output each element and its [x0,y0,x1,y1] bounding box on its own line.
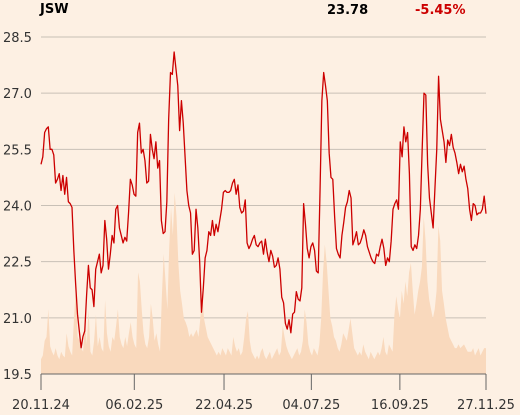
y-tick-label: 24.0 [3,200,32,215]
x-tick-label: 16.09.25 [371,398,429,413]
y-tick-label: 25.5 [3,143,32,158]
y-tick-label: 27.0 [3,87,32,102]
last-price: 23.78 [327,3,369,18]
y-tick-label: 19.5 [3,368,32,383]
y-tick-label: 21.0 [3,312,32,327]
price-line-layer [40,51,487,349]
x-tick-label: 06.02.25 [105,398,163,413]
x-tick-label: 04.07.25 [282,398,340,413]
y-axis-labels: 19.5 21.0 22.5 24.0 25.5 27.0 28.5 [3,31,32,383]
axes [40,373,487,390]
price-change-percent: -5.45% [415,3,466,18]
volume-area [41,192,486,374]
x-tick-label: 27.11.25 [457,398,515,413]
ticker-label: JSW [40,2,69,17]
x-axis-labels: 20.11.24 06.02.25 22.04.25 04.07.25 16.09.25… [12,398,515,413]
price-line [40,51,487,349]
y-tick-label: 22.5 [3,256,32,271]
x-tick-label: 22.04.25 [195,398,253,413]
volume-area-layer [41,192,486,374]
x-tick-label: 20.11.24 [12,398,70,413]
y-tick-label: 28.5 [3,31,32,46]
